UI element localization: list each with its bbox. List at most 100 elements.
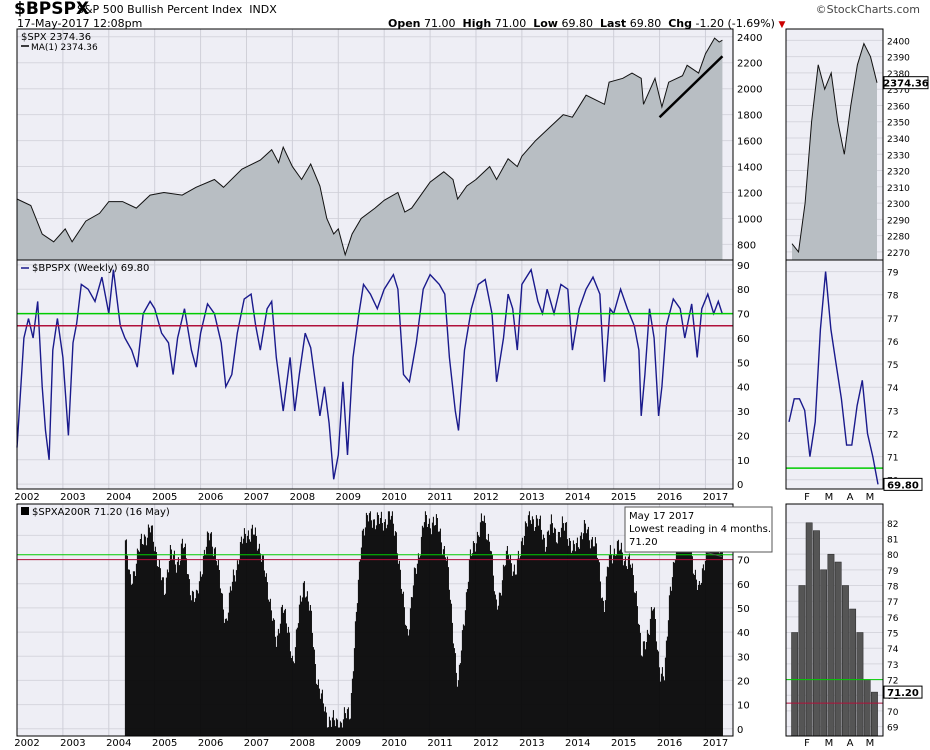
a200-bar	[146, 537, 148, 736]
a200-bar	[267, 599, 269, 736]
a200-bar	[345, 718, 347, 736]
a200-bar	[693, 575, 695, 736]
a200-bar	[307, 601, 309, 736]
zoom-spx-line	[791, 42, 878, 254]
a200-bar	[173, 550, 175, 736]
a200-bar	[643, 641, 645, 736]
spx-y-tick-1400: 1400	[737, 163, 762, 174]
a200-bar	[675, 543, 677, 736]
a200-bar	[552, 532, 554, 736]
a200-bar	[176, 561, 178, 736]
a200-bar	[197, 593, 199, 736]
a200-bar	[550, 514, 552, 736]
a200-bar	[138, 551, 140, 736]
bp-y-tick-90: 90	[737, 261, 750, 272]
a200-bar	[420, 536, 422, 736]
zoom-x-tick-bottom-0: F	[804, 738, 810, 749]
x-tick-mid-2013: 2013	[519, 492, 544, 503]
a200-bar	[399, 569, 401, 736]
a200-bar	[388, 511, 390, 737]
a200-bar	[528, 511, 530, 737]
a200-bar	[386, 524, 388, 736]
a200-bar	[185, 558, 187, 736]
a200-bar	[295, 629, 297, 736]
a200-bar	[165, 577, 167, 736]
spx-y-tick-1200: 1200	[737, 189, 762, 200]
a200-bar	[356, 603, 358, 736]
a200-bar	[604, 600, 606, 736]
a200-bar	[577, 547, 579, 736]
a200-bar	[586, 529, 588, 736]
a200-bar	[631, 563, 633, 736]
a200-bar	[299, 595, 301, 736]
a200-bar	[473, 543, 475, 736]
a200-bar	[329, 720, 331, 736]
a200-bar	[539, 515, 541, 736]
a200-bar	[692, 573, 694, 736]
zoom-a200-bar	[842, 585, 849, 737]
a200-bar	[379, 518, 381, 736]
a200-y-tick-0: 0	[737, 725, 743, 736]
a200-bar	[152, 541, 154, 736]
a200-bar	[572, 540, 574, 736]
a200-bar	[683, 529, 685, 736]
spx-y-tick-1600: 1600	[737, 137, 762, 148]
a200-bar	[515, 574, 517, 736]
a200-bar	[597, 559, 599, 736]
a200-bar	[594, 537, 596, 736]
a200-bar	[700, 582, 702, 736]
a200-bar	[344, 713, 346, 736]
a200-bar	[624, 556, 626, 736]
a200-bar	[425, 515, 427, 736]
a200-bar	[637, 623, 639, 736]
bp-y-tick-20: 20	[737, 431, 750, 442]
a200-bar	[618, 550, 620, 736]
a200-bar	[532, 519, 534, 736]
bp-panel-bg	[17, 260, 733, 489]
zoom-a200-y-tick-73: 73	[887, 661, 898, 671]
a200-bar	[699, 584, 701, 736]
a200-bar	[673, 562, 675, 736]
a200-bar	[566, 539, 568, 736]
a200-y-tick-70: 70	[737, 556, 750, 567]
a200-bar	[576, 537, 578, 736]
a200-bar	[668, 595, 670, 736]
a200-bar	[417, 553, 419, 736]
a200-bar	[392, 523, 394, 736]
zoom-x-tick-mid-2: A	[847, 492, 854, 503]
a200-bar	[513, 564, 515, 736]
a200-bar	[278, 633, 280, 736]
a200-bar	[483, 515, 485, 736]
a200-bar	[343, 707, 345, 736]
a200-bar	[397, 563, 399, 736]
x-tick-mid-2006: 2006	[198, 492, 223, 503]
a200-bar	[232, 569, 234, 736]
a200-bar	[160, 580, 162, 736]
a200-bar	[562, 523, 564, 736]
a200-bar	[189, 595, 191, 736]
a200-bar	[480, 513, 482, 736]
a200-bar	[377, 515, 379, 736]
a200-bar	[375, 525, 377, 736]
a200-bar	[491, 555, 493, 736]
a200-bar	[153, 551, 155, 736]
a200-bar	[551, 523, 553, 736]
x-tick-bottom-2014: 2014	[565, 738, 590, 749]
a200-bar	[584, 523, 586, 736]
a200-bar	[560, 527, 562, 736]
a200-bar	[477, 535, 479, 736]
index-name: S&P 500 Bullish Percent Index	[77, 3, 243, 16]
a200-bar	[285, 623, 287, 736]
a200-bar	[672, 561, 674, 736]
a200-bar	[564, 522, 566, 736]
x-tick-bottom-2006: 2006	[198, 738, 223, 749]
spx-legend-2: MA(1) 2374.36	[31, 43, 98, 53]
a200-bar	[472, 541, 474, 736]
a200-bar	[322, 703, 324, 736]
a200-bar	[691, 556, 693, 736]
a200-bar	[132, 571, 134, 736]
a200-bar	[144, 536, 146, 736]
a200-bar	[324, 706, 326, 736]
a200-bar	[328, 716, 330, 736]
